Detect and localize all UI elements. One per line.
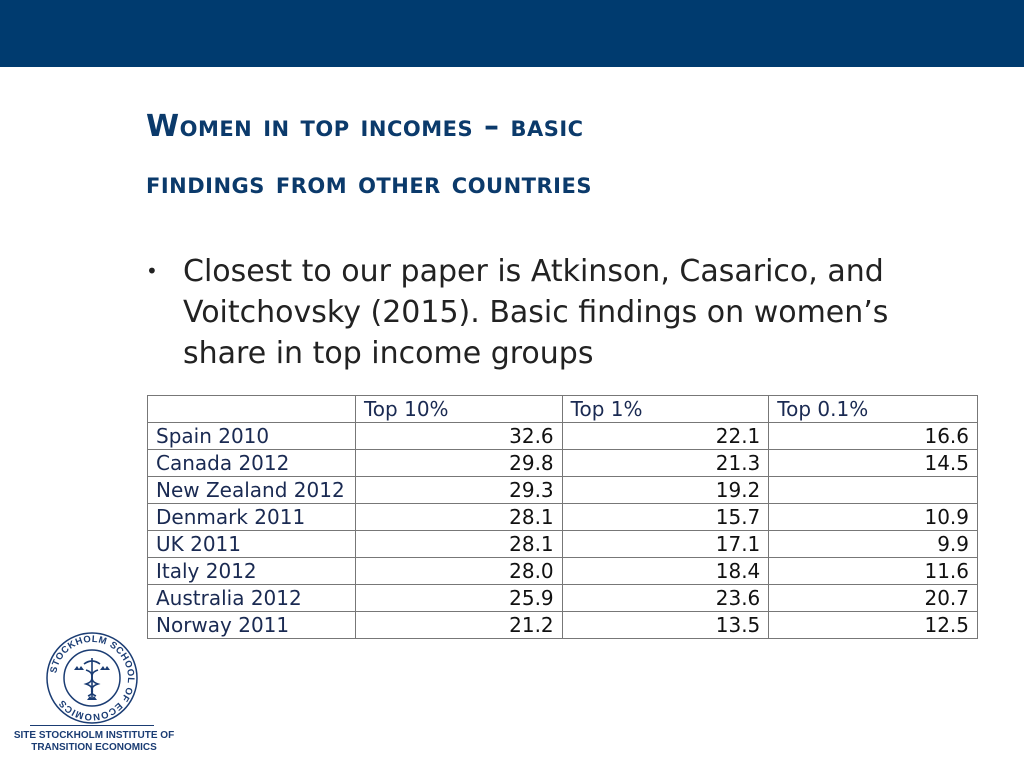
slide-title-line-2: findings from other countries <box>146 166 592 201</box>
header-cell-country <box>147 395 356 423</box>
country-cell: Italy 2012 <box>147 557 356 585</box>
table-row: UK 2011 28.1 17.1 9.9 <box>147 530 978 558</box>
value-cell: 17.1 <box>561 530 770 558</box>
value-cell: 10.9 <box>768 503 978 531</box>
value-cell: 28.1 <box>354 530 563 558</box>
header-cell-top-0-1: Top 0.1% <box>768 395 978 423</box>
value-cell: 22.1 <box>561 422 770 450</box>
value-cell: 21.3 <box>561 449 770 477</box>
bullet-text: Closest to our paper is Atkinson, Casari… <box>183 254 889 371</box>
value-cell: 23.6 <box>561 584 770 612</box>
header-cell-top-1: Top 1% <box>561 395 770 423</box>
value-cell: 16.6 <box>768 422 978 450</box>
bullet-point: • Closest to our paper is Atkinson, Casa… <box>146 251 966 374</box>
logo-text-line-2: TRANSITION ECONOMICS <box>31 742 157 753</box>
site-logo-text: SITE STOCKHOLM INSTITUTE OF TRANSITION E… <box>10 730 178 754</box>
country-cell: UK 2011 <box>147 530 356 558</box>
caduceus-icon <box>83 658 101 700</box>
logo-divider <box>30 725 154 726</box>
value-cell: 29.8 <box>354 449 563 477</box>
value-cell: 11.6 <box>768 557 978 585</box>
table-row: Australia 2012 25.9 23.6 20.7 <box>147 584 978 612</box>
value-cell <box>768 476 978 504</box>
value-cell: 28.1 <box>354 503 563 531</box>
country-cell: Canada 2012 <box>147 449 356 477</box>
value-cell: 13.5 <box>561 611 770 639</box>
table-row: Denmark 2011 28.1 15.7 10.9 <box>147 503 978 531</box>
slide-title-line-1: Women in top incomes – basic <box>146 109 584 144</box>
crown-icon <box>74 666 110 700</box>
bullet-marker: • <box>146 259 158 283</box>
sse-seal-logo: STOCKHOLM SCHOOL OF ECONOMICS <box>46 632 138 724</box>
country-cell: Spain 2010 <box>147 422 356 450</box>
value-cell: 21.2 <box>354 611 563 639</box>
value-cell: 14.5 <box>768 449 978 477</box>
value-cell: 18.4 <box>561 557 770 585</box>
women-top-income-table: Top 10% Top 1% Top 0.1% Spain 2010 32.6 … <box>147 395 978 639</box>
country-cell: Denmark 2011 <box>147 503 356 531</box>
header-cell-top-10: Top 10% <box>354 395 563 423</box>
table-row: Norway 2011 21.2 13.5 12.5 <box>147 611 978 639</box>
slide-title: Women in top incomes – basic findings fr… <box>146 98 906 212</box>
value-cell: 9.9 <box>768 530 978 558</box>
country-cell: Australia 2012 <box>147 584 356 612</box>
country-cell: Norway 2011 <box>147 611 356 639</box>
value-cell: 19.2 <box>561 476 770 504</box>
value-cell: 20.7 <box>768 584 978 612</box>
table-row: Spain 2010 32.6 22.1 16.6 <box>147 422 978 450</box>
table-row: Canada 2012 29.8 21.3 14.5 <box>147 449 978 477</box>
value-cell: 12.5 <box>768 611 978 639</box>
value-cell: 29.3 <box>354 476 563 504</box>
value-cell: 32.6 <box>354 422 563 450</box>
country-cell: New Zealand 2012 <box>147 476 356 504</box>
table-row: Italy 2012 28.0 18.4 11.6 <box>147 557 978 585</box>
header-band <box>0 0 1024 67</box>
table-row: New Zealand 2012 29.3 19.2 <box>147 476 978 504</box>
value-cell: 15.7 <box>561 503 770 531</box>
table-header-row: Top 10% Top 1% Top 0.1% <box>147 395 978 423</box>
logo-text-line-1: SITE STOCKHOLM INSTITUTE OF <box>13 730 175 741</box>
value-cell: 28.0 <box>354 557 563 585</box>
value-cell: 25.9 <box>354 584 563 612</box>
